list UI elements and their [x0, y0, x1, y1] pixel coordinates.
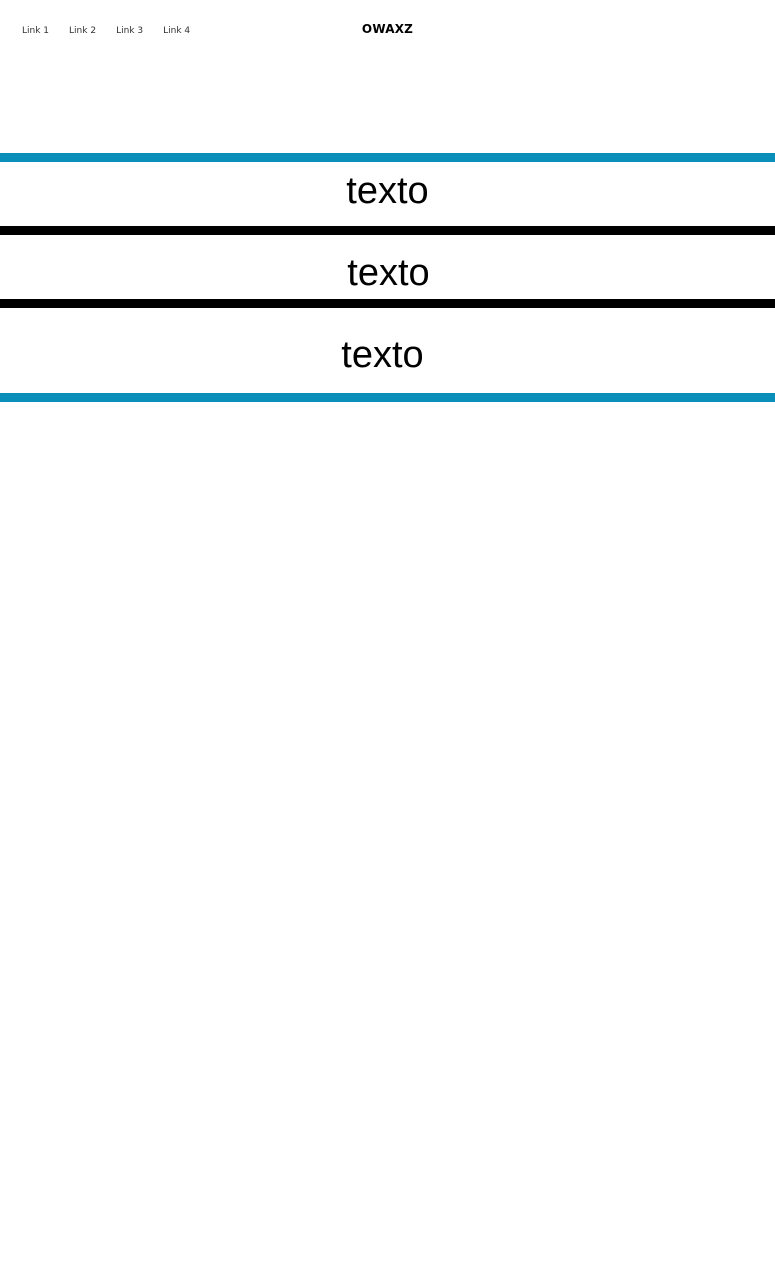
band-text-1: texto — [346, 170, 429, 212]
nav-link-2[interactable]: Link 2 — [69, 26, 97, 36]
black-divider-1 — [0, 226, 775, 235]
black-divider-2 — [0, 299, 775, 308]
navbar: Link 1 Link 2 Link 3 Link 4 OWAXZ — [0, 0, 775, 60]
nav-links: Link 1 Link 2 Link 3 Link 4 — [22, 26, 210, 37]
band-text-2: texto — [347, 252, 430, 294]
nav-link-3[interactable]: Link 3 — [116, 26, 144, 36]
nav-link-4[interactable]: Link 4 — [163, 26, 191, 36]
bottom-accent-divider — [0, 393, 775, 402]
brand-title[interactable]: OWAXZ — [361, 22, 414, 36]
top-accent-divider — [0, 153, 775, 162]
nav-link-1[interactable]: Link 1 — [22, 26, 50, 36]
band-text-3: texto — [341, 334, 424, 376]
